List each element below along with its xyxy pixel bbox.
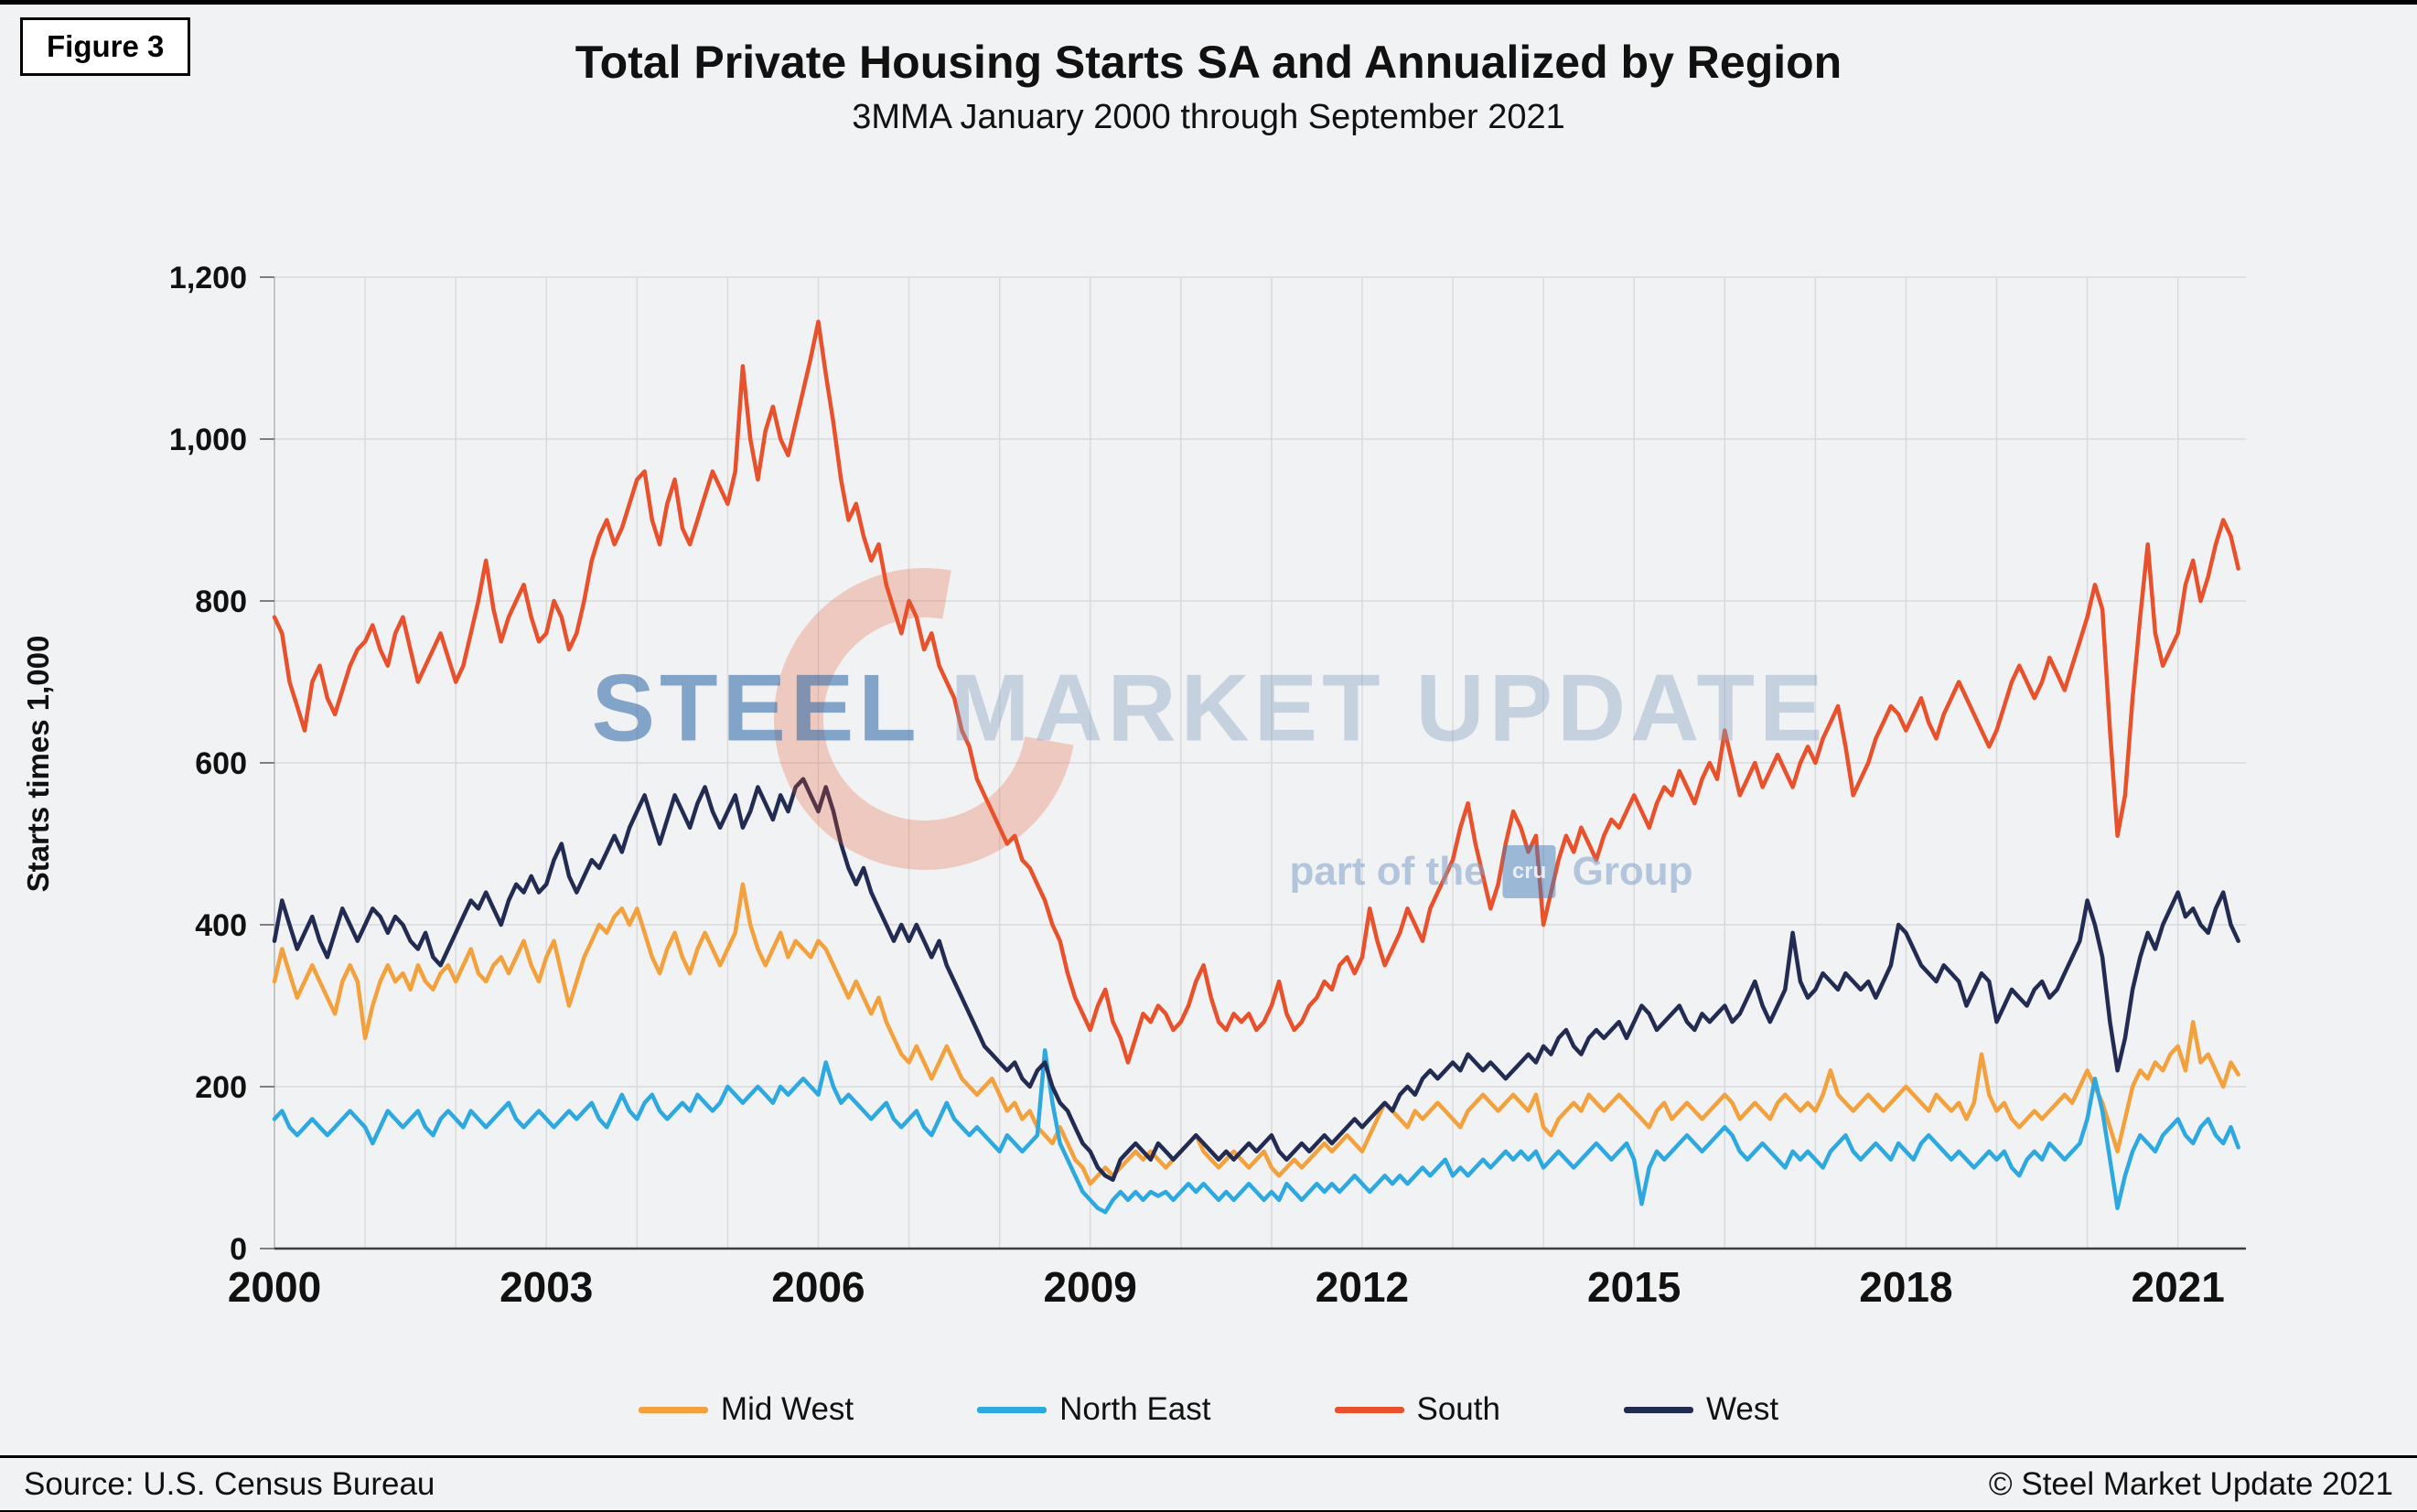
source-note: Source: U.S. Census Bureau xyxy=(24,1465,435,1502)
y-tick-label: 0 xyxy=(230,1232,247,1267)
x-tick-label: 2006 xyxy=(771,1263,865,1311)
legend-item-south: South xyxy=(1334,1391,1500,1428)
legend-item-west: West xyxy=(1623,1391,1779,1428)
page-subtitle: 3MMA January 2000 through September 2021 xyxy=(852,98,1565,136)
x-tick-label: 2000 xyxy=(228,1263,321,1311)
series-line-west xyxy=(272,777,2240,1183)
copyright-note: © Steel Market Update 2021 xyxy=(1988,1465,2393,1502)
chart-canvas: 0 200 400 600 800 1,000 1,200 2000 2003 2006 2009 2… xyxy=(169,261,2246,1311)
series-line-south xyxy=(272,319,2240,1065)
legend-swatch-south xyxy=(1334,1406,1404,1413)
legend-item-mid-west: Mid West xyxy=(638,1391,854,1428)
legend-item-north-east: North East xyxy=(977,1391,1211,1428)
y-tick-label: 1,200 xyxy=(169,261,247,295)
legend-label-mid-west: Mid West xyxy=(720,1391,854,1427)
legend-swatch-mid-west xyxy=(638,1406,708,1413)
legend-label-north-east: North East xyxy=(1059,1391,1211,1427)
legend-swatch-west xyxy=(1623,1406,1693,1413)
series-line-mid-west xyxy=(272,882,2240,1186)
x-tick-label: 2015 xyxy=(1587,1263,1681,1311)
page-title: Total Private Housing Starts SA and Annu… xyxy=(575,37,1842,88)
legend-label-west: West xyxy=(1705,1391,1779,1427)
legend-swatch-north-east xyxy=(977,1406,1047,1413)
footer: Source: U.S. Census Bureau © Steel Marke… xyxy=(0,1455,2417,1512)
x-tick-label: 2018 xyxy=(1859,1263,1952,1311)
series-line-north-east xyxy=(272,1047,2240,1215)
y-tick-label: 800 xyxy=(195,584,247,619)
y-tick-label: 1,000 xyxy=(169,423,247,457)
figure-label: Figure 3 xyxy=(20,17,191,76)
y-tick-label: 200 xyxy=(195,1070,247,1105)
legend-label-south: South xyxy=(1416,1391,1500,1427)
y-tick-label: 400 xyxy=(195,908,247,943)
x-tick-label: 2021 xyxy=(2132,1263,2225,1311)
x-tick-label: 2012 xyxy=(1316,1263,1409,1311)
x-tick-label: 2003 xyxy=(500,1263,593,1311)
y-tick-label: 600 xyxy=(195,746,247,781)
legend: Mid West North East South West xyxy=(0,1391,2417,1428)
x-tick-label: 2009 xyxy=(1044,1263,1137,1311)
